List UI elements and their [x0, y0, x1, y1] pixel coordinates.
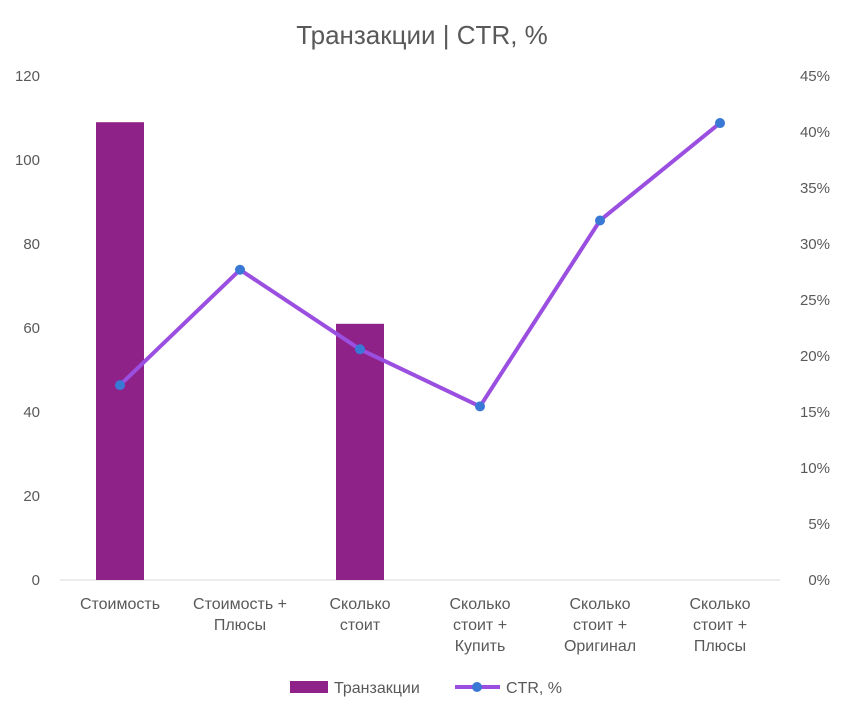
- x-tick-label-line: стоит +: [693, 617, 747, 634]
- y-right-tick-label: 10%: [800, 460, 830, 477]
- y-left-tick-label: 0: [32, 572, 40, 589]
- y-right-tick-label: 25%: [800, 292, 830, 309]
- line-point: [715, 118, 725, 129]
- y-left-tick-label: 80: [23, 236, 40, 253]
- y-right-tick-label: 35%: [800, 180, 830, 197]
- x-tick-label-line: Оригинал: [564, 638, 636, 655]
- bar-series: [96, 122, 384, 580]
- x-tick-label: Стоимость + Плюсы: [193, 596, 287, 634]
- x-tick-label-line: Сколько: [329, 596, 390, 613]
- line-point: [235, 264, 245, 275]
- y-right-tick-label: 20%: [800, 348, 830, 365]
- bar: [336, 323, 384, 580]
- legend-label: Транзакции: [334, 680, 420, 697]
- x-tick-label-line: Плюсы: [214, 617, 266, 634]
- line-point: [355, 344, 365, 355]
- y-axis-right: 0% 5% 10% 15% 20% 25% 30% 35% 40% 45%: [800, 68, 830, 589]
- x-tick-label: Сколько стоит + Купить: [449, 596, 510, 655]
- x-tick-label-line: Сколько: [569, 596, 630, 613]
- ctr-line: [118, 121, 722, 409]
- x-tick-label: Стоимость: [80, 596, 160, 613]
- y-right-tick-label: 40%: [800, 124, 830, 141]
- x-tick-label-line: стоит: [340, 617, 381, 634]
- line-point: [115, 380, 125, 391]
- legend-label: CTR, %: [506, 680, 562, 697]
- x-tick-label-line: Стоимость: [80, 596, 160, 613]
- y-axis-left: 0 20 40 60 80 100 120: [15, 68, 40, 589]
- x-tick-label-line: Сколько: [449, 596, 510, 613]
- y-right-tick-label: 15%: [800, 404, 830, 421]
- x-tick-label: Сколько стоит + Оригинал: [564, 596, 636, 655]
- legend-line-marker: [472, 682, 482, 692]
- y-left-tick-label: 60: [23, 320, 40, 337]
- line-point: [595, 215, 605, 226]
- y-left-tick-label: 120: [15, 68, 40, 85]
- x-tick-label-line: Стоимость +: [193, 596, 287, 613]
- legend: Транзакции CTR, %: [290, 680, 562, 697]
- x-tick-label: Сколько стоит + Плюсы: [689, 596, 750, 655]
- x-tick-label-line: стоит +: [573, 617, 627, 634]
- x-tick-label: Сколько стоит: [329, 596, 390, 634]
- x-tick-label-line: Купить: [455, 638, 506, 655]
- y-left-tick-label: 40: [23, 404, 40, 421]
- line-point: [475, 401, 485, 412]
- line-series: [115, 118, 725, 412]
- x-tick-label-line: Плюсы: [694, 638, 746, 655]
- y-left-tick-label: 20: [23, 488, 40, 505]
- y-right-tick-label: 5%: [808, 516, 830, 533]
- x-tick-label-line: стоит +: [453, 617, 507, 634]
- y-left-tick-label: 100: [15, 152, 40, 169]
- chart-title: Транзакции | CTR, %: [296, 20, 548, 50]
- y-right-tick-label: 30%: [800, 236, 830, 253]
- bar: [96, 122, 144, 580]
- y-right-tick-label: 45%: [800, 68, 830, 85]
- y-right-tick-label: 0%: [808, 572, 830, 589]
- legend-bar-swatch: [290, 681, 328, 693]
- x-tick-label-line: Сколько: [689, 596, 750, 613]
